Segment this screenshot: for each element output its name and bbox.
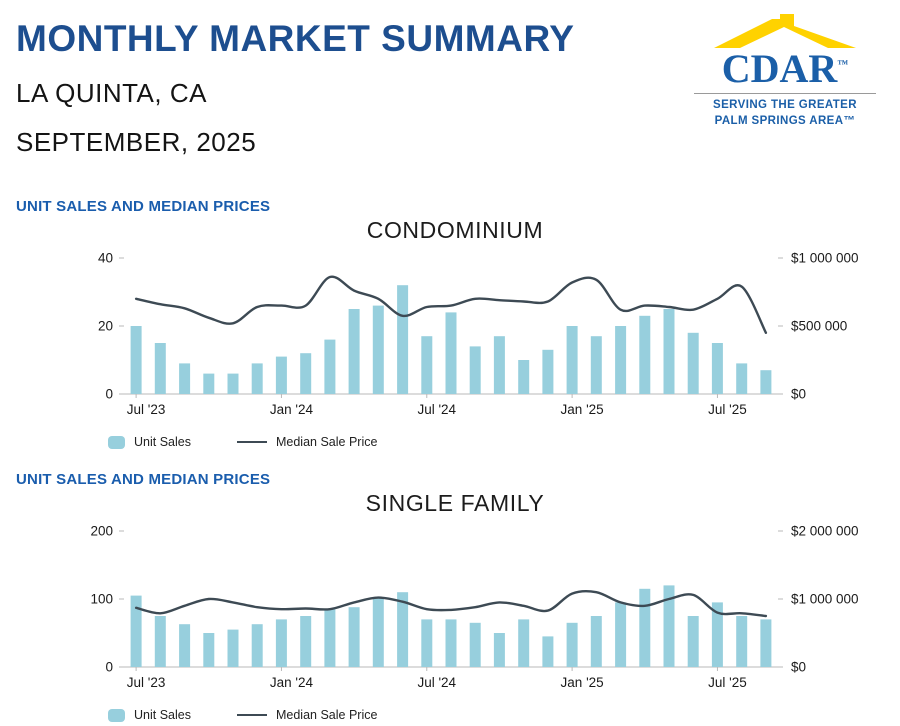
- unit-sales-swatch-icon: [108, 708, 125, 722]
- page-title: MONTHLY MARKET SUMMARY: [16, 18, 575, 59]
- logo-tagline-line1: SERVING THE GREATER: [713, 99, 857, 111]
- svg-text:Jan '25: Jan '25: [561, 402, 604, 417]
- report-header: MONTHLY MARKET SUMMARY LA QUINTA, CA SEP…: [16, 8, 894, 176]
- period-text: SEPTEMBER, 2025: [16, 127, 257, 157]
- svg-text:Jan '24: Jan '24: [270, 402, 314, 417]
- cdar-logo: CDAR™ SERVING THE GREATER PALM SPRINGS A…: [690, 14, 880, 129]
- svg-text:Jul '24: Jul '24: [417, 675, 456, 690]
- chart-title-single-family: SINGLE FAMILY: [365, 490, 545, 516]
- legend-item-median-price: Median Sale Price: [236, 435, 378, 449]
- svg-text:$500 000: $500 000: [791, 319, 847, 334]
- median-price-line-icon: [236, 714, 267, 716]
- section-label-single-family: UNIT SALES AND MEDIAN PRICES: [16, 471, 271, 488]
- chart-title-condominium: CONDOMINIUM: [366, 217, 544, 243]
- svg-text:$1 000 000: $1 000 000: [791, 592, 859, 607]
- legend-item-median-price: Median Sale Price: [236, 708, 378, 722]
- unit-sales-swatch-icon: [108, 435, 125, 449]
- condo-chart-legend: Unit Sales Median Sale Price: [108, 435, 894, 449]
- logo-divider: [694, 93, 876, 94]
- legend-item-unit-sales: Unit Sales: [108, 435, 191, 449]
- svg-text:100: 100: [90, 592, 113, 607]
- svg-text:Jul '23: Jul '23: [127, 675, 166, 690]
- svg-text:$0: $0: [791, 660, 806, 675]
- svg-text:0: 0: [105, 387, 113, 402]
- svg-text:0: 0: [105, 660, 113, 675]
- svg-text:$1 000 000: $1 000 000: [791, 251, 859, 266]
- svg-text:$2 000 000: $2 000 000: [791, 524, 859, 539]
- svg-text:Jan '24: Jan '24: [270, 675, 314, 690]
- condominium-chart-section: UNIT SALES AND MEDIAN PRICES CONDOMINIUM…: [16, 198, 894, 449]
- single-family-chart-legend: Unit Sales Median Sale Price: [108, 708, 894, 722]
- svg-text:200: 200: [90, 524, 113, 539]
- svg-text:Jul '25: Jul '25: [708, 402, 747, 417]
- svg-text:20: 20: [98, 319, 113, 334]
- median-price-legend-label: Median Sale Price: [275, 435, 378, 449]
- median-price-legend-label: Median Sale Price: [275, 708, 378, 722]
- svg-text:Jul '25: Jul '25: [708, 675, 747, 690]
- section-label-condo: UNIT SALES AND MEDIAN PRICES: [16, 198, 271, 215]
- svg-text:Jul '24: Jul '24: [417, 402, 456, 417]
- unit-sales-legend-label: Unit Sales: [134, 435, 191, 449]
- logo-tagline-line2: PALM SPRINGS AREA™: [714, 114, 856, 127]
- roof-icon: [714, 14, 856, 48]
- condominium-chart: 0 20 40 $0 $500 000 $1 000 000 Jul '23 Jan '24 J…: [98, 251, 859, 418]
- svg-text:Jul '23: Jul '23: [127, 402, 166, 417]
- logo-name-text: CDAR: [721, 46, 838, 91]
- single-family-chart: 0 100 200 $0 $1 000 000 $2 000 000 Jul '23 Jan …: [90, 524, 859, 691]
- header-text-block: MONTHLY MARKET SUMMARY LA QUINTA, CA SEP…: [16, 8, 574, 176]
- single-family-chart-section: UNIT SALES AND MEDIAN PRICES SINGLE FAMI…: [16, 471, 894, 722]
- svg-text:$0: $0: [791, 387, 806, 402]
- location-text: LA QUINTA, CA: [16, 78, 207, 108]
- svg-text:40: 40: [98, 251, 113, 266]
- legend-item-unit-sales: Unit Sales: [108, 708, 191, 722]
- unit-sales-legend-label: Unit Sales: [134, 708, 191, 722]
- svg-text:Jan '25: Jan '25: [561, 675, 604, 690]
- median-price-line-icon: [236, 441, 267, 443]
- logo-trademark: ™: [837, 58, 849, 71]
- logo-wordmark: CDAR™: [690, 49, 880, 89]
